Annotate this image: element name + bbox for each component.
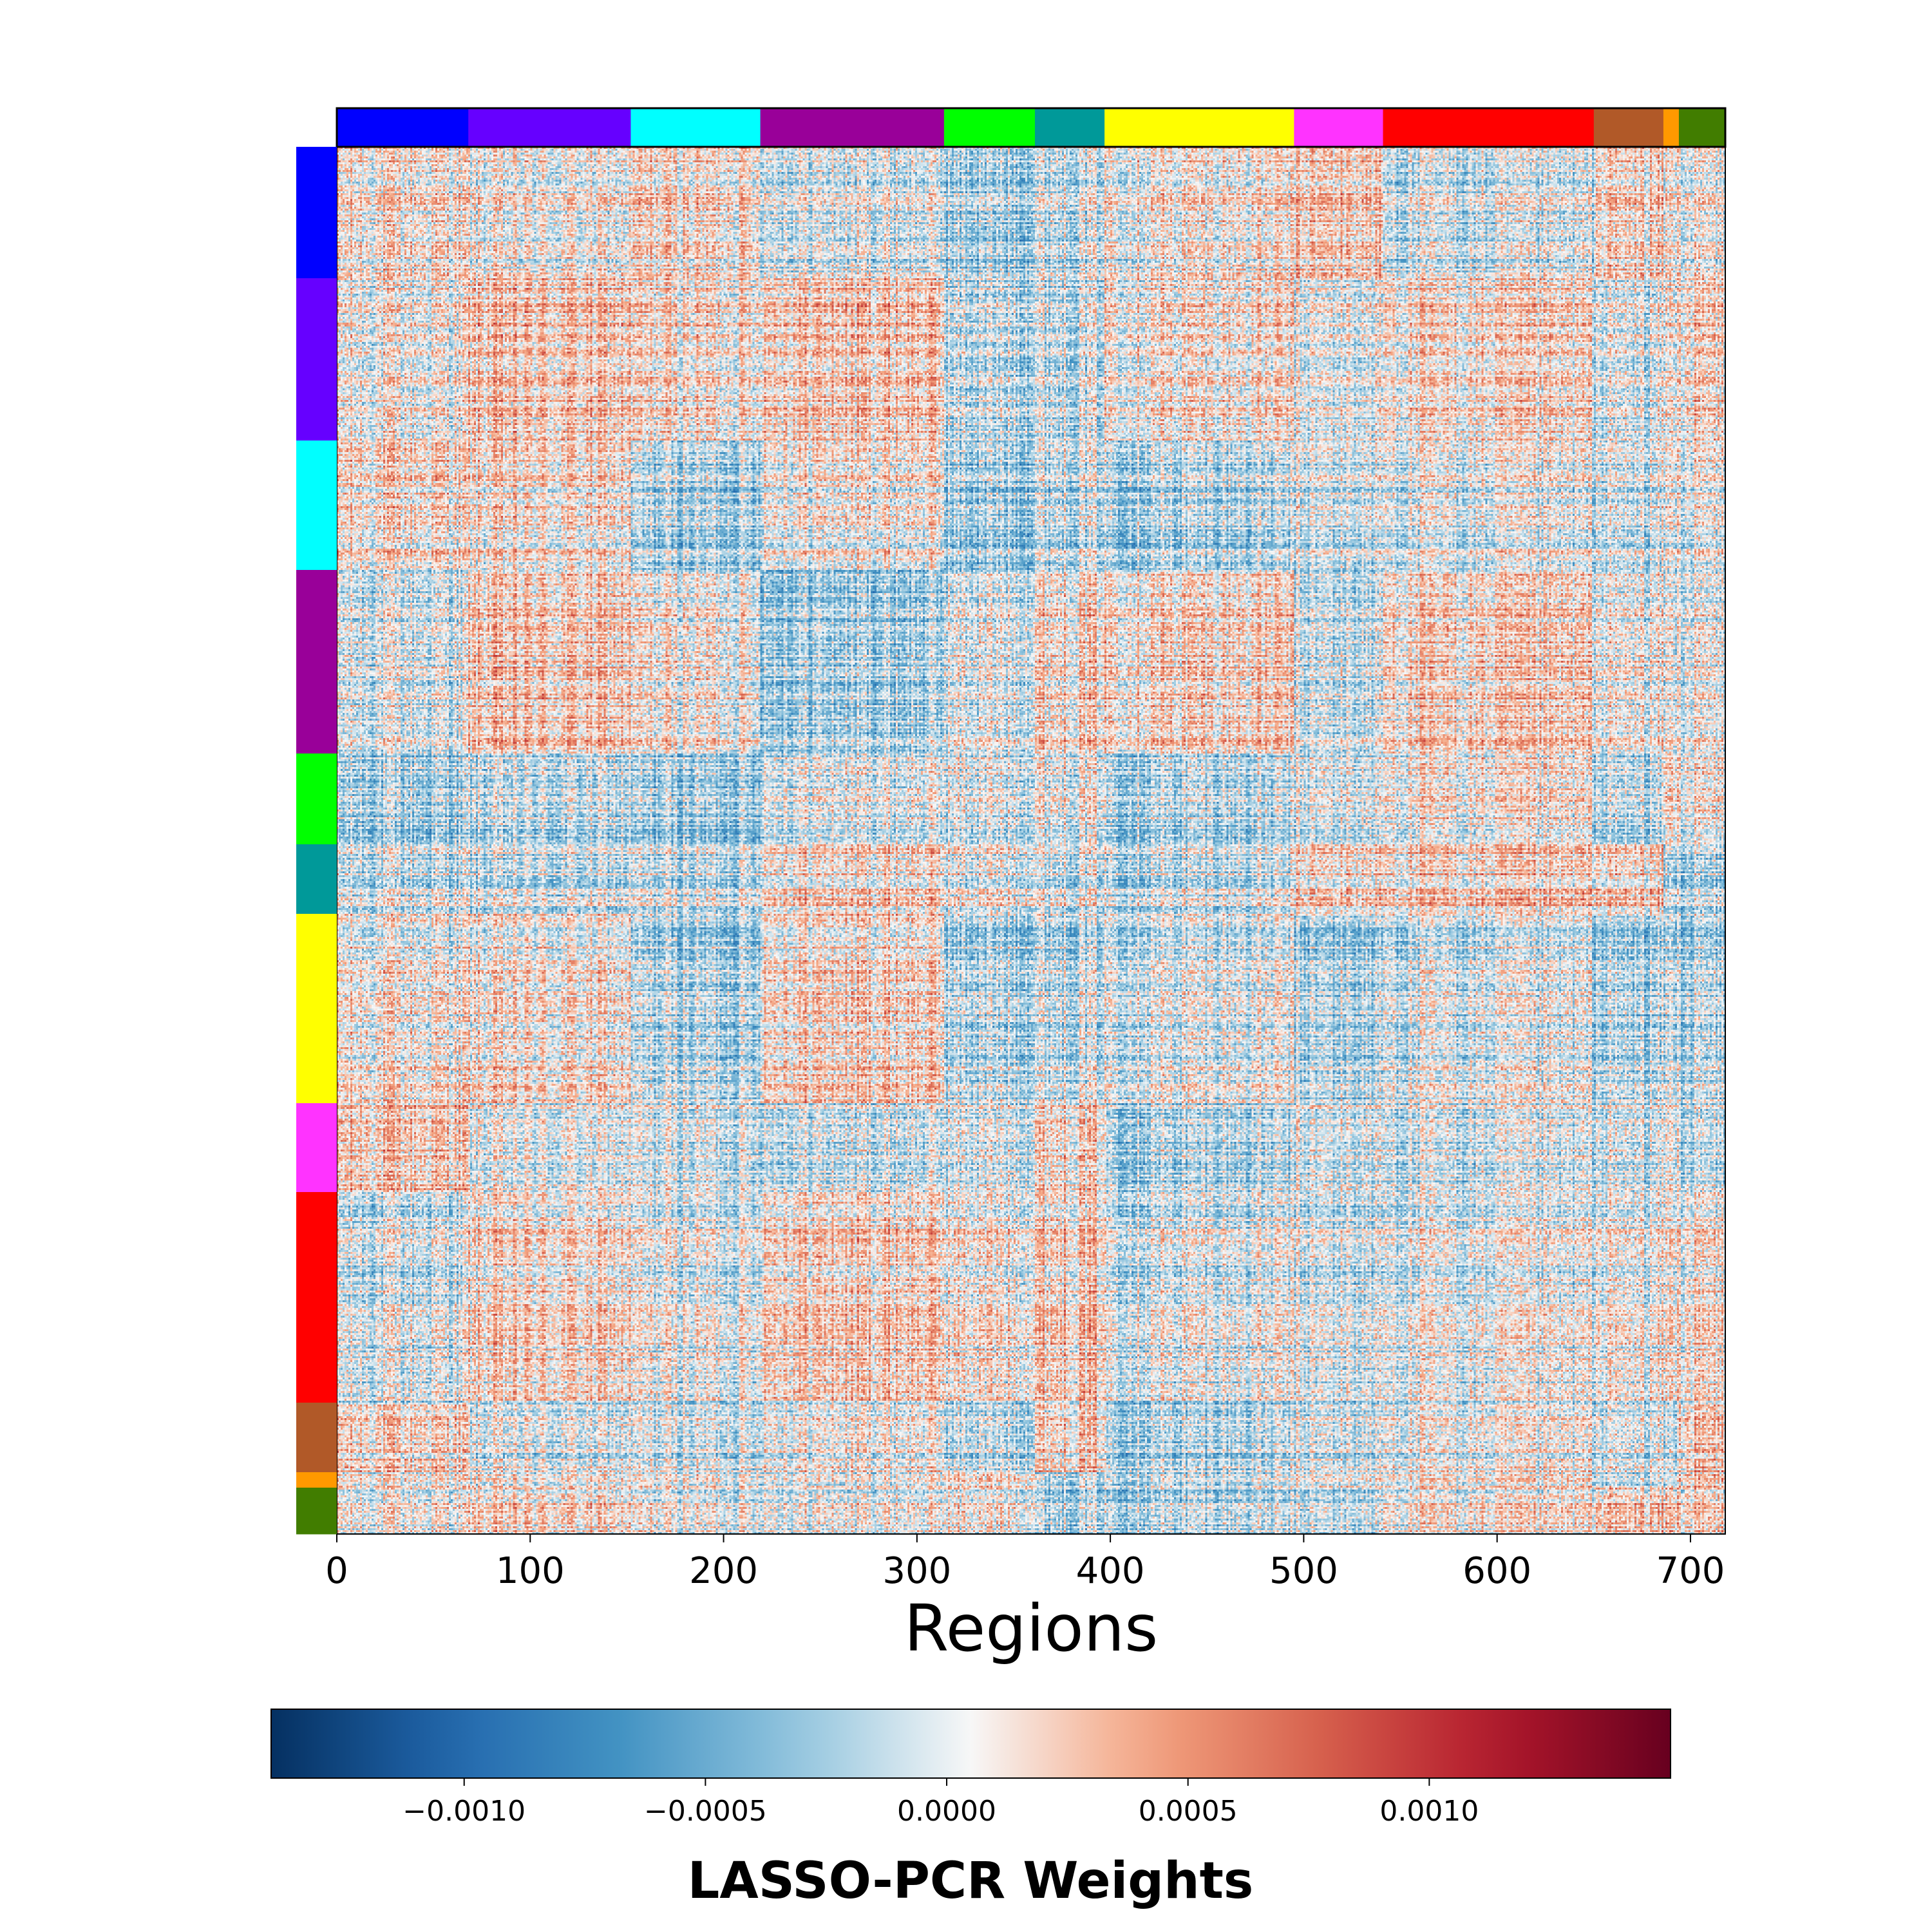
top-network-strip bbox=[337, 108, 1726, 147]
left-network-block-3 bbox=[296, 570, 337, 754]
x-tick-label: 700 bbox=[1656, 1550, 1725, 1592]
x-axis-label: Regions bbox=[904, 1591, 1158, 1666]
left-network-block-7 bbox=[296, 1103, 337, 1193]
left-network-block-11 bbox=[296, 1488, 337, 1535]
left-network-block-6 bbox=[296, 914, 337, 1104]
x-axis: 0 100 200 300 400 500 600 700 Regions bbox=[325, 1533, 1725, 1666]
colorbar-label: LASSO-PCR Weights bbox=[688, 1852, 1254, 1910]
top-network-block-8 bbox=[1383, 108, 1595, 147]
top-network-block-7 bbox=[1294, 108, 1384, 147]
top-network-block-0 bbox=[337, 108, 469, 147]
colorbar: −0.0010 −0.0005 0.0000 0.0005 0.0010 LASSO-P… bbox=[270, 1709, 1671, 1910]
top-network-block-9 bbox=[1593, 108, 1664, 147]
left-network-block-10 bbox=[296, 1472, 337, 1488]
x-tick-label: 100 bbox=[496, 1550, 565, 1592]
x-tick-label: 400 bbox=[1076, 1550, 1145, 1592]
x-tick-label: 600 bbox=[1463, 1550, 1531, 1592]
left-network-block-1 bbox=[296, 278, 337, 441]
colorbar-tick-label: 0.0005 bbox=[1139, 1795, 1238, 1828]
top-network-block-5 bbox=[1035, 108, 1105, 147]
left-network-block-9 bbox=[296, 1403, 337, 1473]
x-tick-label: 500 bbox=[1269, 1550, 1338, 1592]
left-network-block-4 bbox=[296, 753, 337, 845]
top-network-block-3 bbox=[760, 108, 945, 147]
top-strip-frame bbox=[336, 107, 1727, 148]
left-network-block-5 bbox=[296, 844, 337, 914]
left-network-block-2 bbox=[296, 440, 337, 571]
top-network-block-11 bbox=[1678, 108, 1726, 147]
colorbar-tick-label: −0.0010 bbox=[402, 1795, 526, 1828]
top-network-block-10 bbox=[1663, 108, 1680, 147]
heatmap-matrix bbox=[336, 146, 1726, 1535]
heatmap-image bbox=[337, 147, 1725, 1534]
colorbar-tick-label: 0.0000 bbox=[897, 1795, 996, 1828]
top-network-block-4 bbox=[943, 108, 1036, 147]
colorbar-gradient bbox=[270, 1709, 1671, 1779]
left-network-strip bbox=[296, 147, 337, 1535]
top-network-block-1 bbox=[468, 108, 631, 147]
left-network-block-8 bbox=[296, 1192, 337, 1403]
x-tick-label: 0 bbox=[325, 1550, 348, 1592]
colorbar-tick-label: 0.0010 bbox=[1379, 1795, 1479, 1828]
x-tick-label: 300 bbox=[882, 1550, 951, 1592]
top-network-block-6 bbox=[1104, 108, 1294, 147]
top-network-block-2 bbox=[630, 108, 761, 147]
left-network-block-0 bbox=[296, 147, 337, 279]
x-tick-label: 200 bbox=[689, 1550, 758, 1592]
colorbar-tick-label: −0.0005 bbox=[644, 1795, 767, 1828]
